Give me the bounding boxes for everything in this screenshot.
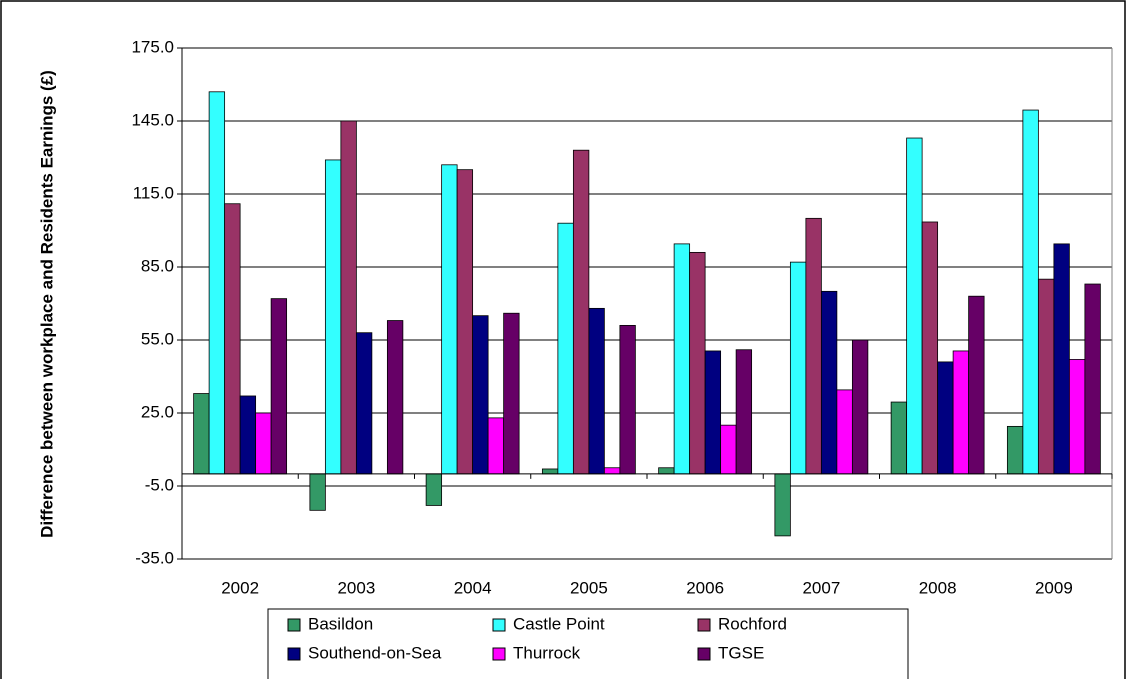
bar: [836, 389, 853, 475]
bar: [487, 417, 505, 475]
bar: [270, 298, 288, 475]
bar: [1022, 109, 1039, 475]
bar: [340, 120, 357, 475]
bar: [805, 217, 822, 475]
bar: [720, 424, 737, 475]
bar: [386, 320, 404, 475]
bar: [952, 350, 970, 475]
legend-swatch: [492, 618, 506, 632]
legend-swatch: [492, 647, 506, 661]
legend-label: Basildon: [308, 614, 373, 633]
bar: [472, 315, 489, 475]
bar: [603, 467, 621, 475]
bar: [704, 350, 722, 475]
x-tick-label: 2008: [919, 578, 957, 597]
bar: [239, 395, 257, 475]
legend-label: Rochford: [718, 614, 787, 633]
bar: [1084, 283, 1101, 475]
y-tick-label: 145.0: [131, 110, 174, 129]
bar: [619, 324, 636, 475]
bar: [425, 473, 443, 506]
bar: [673, 243, 691, 475]
legend-label: Southend-on-Sea: [308, 643, 442, 662]
y-tick-label: -35.0: [135, 548, 174, 567]
y-tick-label: 25.0: [141, 402, 174, 421]
bar: [503, 312, 520, 475]
bar: [937, 361, 954, 475]
legend-swatch: [697, 618, 711, 632]
x-tick-label: 2005: [570, 578, 608, 597]
y-tick-label: 175.0: [131, 37, 174, 56]
x-tick-label: 2003: [337, 578, 375, 597]
bar: [355, 332, 373, 475]
y-tick-label: 85.0: [141, 256, 174, 275]
legend-swatch: [287, 647, 301, 661]
bar: [588, 307, 605, 475]
bar: [572, 149, 590, 475]
bar: [193, 393, 210, 475]
y-tick-label: 55.0: [141, 329, 174, 348]
bar: [735, 349, 753, 475]
legend-box: [267, 608, 909, 679]
y-tick-label: -5.0: [145, 475, 174, 494]
bar: [968, 295, 985, 475]
legend-label: Thurrock: [513, 643, 581, 662]
x-tick-label: 2004: [454, 578, 492, 597]
bar: [1053, 243, 1070, 475]
legend-swatch: [287, 618, 301, 632]
bar: [906, 137, 923, 475]
bar: [208, 91, 226, 475]
x-tick-label: 2002: [221, 578, 259, 597]
bar: [890, 401, 908, 475]
bar: [820, 290, 838, 475]
bar: [309, 473, 326, 511]
bar: [255, 412, 272, 475]
legend-label: TGSE: [718, 643, 764, 662]
bar: [774, 473, 791, 537]
bar: [689, 251, 706, 475]
x-tick-label: 2006: [686, 578, 724, 597]
y-tick-label: 115.0: [133, 183, 174, 202]
bar: [456, 169, 474, 475]
bar: [789, 261, 807, 475]
bar: [658, 467, 675, 475]
bar: [1006, 425, 1024, 475]
bar: [1068, 359, 1086, 475]
bar: [324, 159, 342, 475]
bar: [1037, 278, 1055, 475]
x-tick-label: 2007: [802, 578, 840, 597]
bar: [557, 222, 574, 475]
bar: [851, 339, 869, 475]
bar: [441, 164, 458, 475]
y-axis-title: Difference between workplace and Residen…: [37, 70, 56, 538]
legend-label: Castle Point: [513, 614, 605, 633]
bar: [921, 221, 939, 475]
bar: [224, 203, 241, 475]
x-tick-label: 2009: [1035, 578, 1073, 597]
legend-swatch: [697, 647, 711, 661]
bar: [541, 468, 559, 475]
